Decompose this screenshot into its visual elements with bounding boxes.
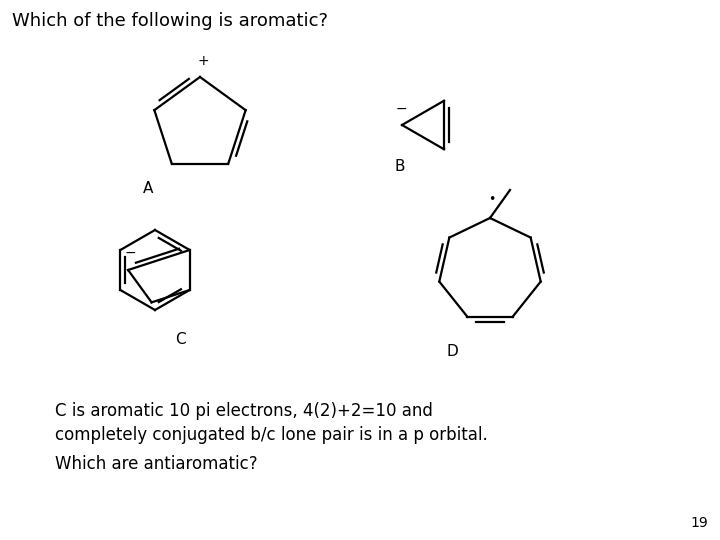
Text: Which are antiaromatic?: Which are antiaromatic? — [55, 455, 258, 473]
Text: •: • — [488, 193, 495, 206]
Text: +: + — [197, 54, 209, 68]
Text: 19: 19 — [690, 516, 708, 530]
Text: A: A — [143, 181, 153, 196]
Text: C: C — [175, 332, 185, 347]
Text: −: − — [125, 246, 136, 260]
Text: −: − — [395, 102, 407, 116]
Text: completely conjugated b/c lone pair is in a p orbital.: completely conjugated b/c lone pair is i… — [55, 426, 487, 444]
Text: D: D — [446, 344, 458, 359]
Text: Which of the following is aromatic?: Which of the following is aromatic? — [12, 12, 328, 30]
Text: B: B — [395, 159, 405, 174]
Text: C is aromatic 10 pi electrons, 4(2)+2=10 and: C is aromatic 10 pi electrons, 4(2)+2=10… — [55, 402, 433, 420]
